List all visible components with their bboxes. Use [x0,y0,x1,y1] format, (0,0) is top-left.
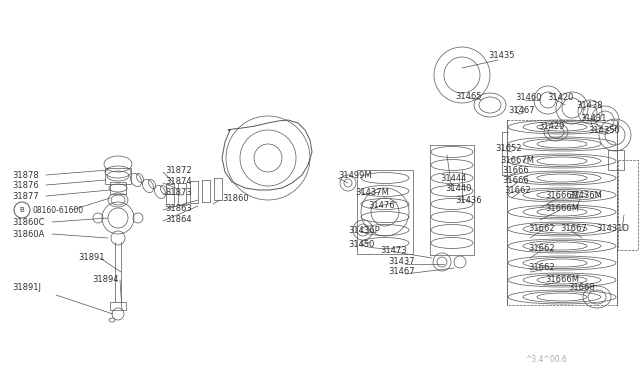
Text: 31878: 31878 [12,170,39,180]
Text: 31872: 31872 [165,166,191,174]
Text: 31467: 31467 [508,106,534,115]
Text: 31438: 31438 [576,100,603,109]
Text: 31450: 31450 [348,240,374,248]
Text: 31666: 31666 [502,176,529,185]
Text: 31662: 31662 [528,263,555,273]
Text: 31863: 31863 [165,203,192,212]
Text: 31429: 31429 [538,122,564,131]
Text: 31876: 31876 [12,180,39,189]
Text: 31420: 31420 [547,93,573,102]
Text: 31877: 31877 [12,192,39,201]
Text: 31437M: 31437M [355,187,389,196]
Text: 31667M: 31667M [500,155,534,164]
Text: 31860: 31860 [222,193,248,202]
Text: 31666: 31666 [502,166,529,174]
Text: 31662: 31662 [528,224,555,232]
Text: 31662: 31662 [504,186,531,195]
Text: 31864: 31864 [165,215,191,224]
Text: 31860A: 31860A [12,230,44,238]
Text: 31666M: 31666M [545,190,579,199]
Text: ^3.4^00.6: ^3.4^00.6 [525,356,567,365]
Text: 08160-61600: 08160-61600 [32,205,83,215]
Text: 31437: 31437 [388,257,415,266]
Text: 31431: 31431 [580,113,607,122]
Text: 31436: 31436 [455,196,482,205]
Text: 31891J: 31891J [12,283,41,292]
Text: 31666M: 31666M [545,276,579,285]
Text: 31891: 31891 [78,253,104,263]
Text: 31440: 31440 [445,183,472,192]
Text: 31667: 31667 [560,224,587,232]
Text: 31444: 31444 [440,173,467,183]
Text: 31666M: 31666M [545,203,579,212]
Text: 31431D: 31431D [596,224,629,232]
Text: 31652: 31652 [495,144,522,153]
Text: 31436P: 31436P [348,225,380,234]
Text: 31460: 31460 [515,93,541,102]
Text: 31435: 31435 [488,51,515,60]
Bar [110,182,126,194]
Text: 31874: 31874 [165,176,191,186]
Bar [357,170,413,254]
Text: B: B [20,207,24,213]
Text: 31499M: 31499M [338,170,372,180]
Bar [110,302,126,310]
Bar [507,120,617,305]
Text: 31467: 31467 [388,267,415,276]
Bar [618,160,638,250]
Text: 31436M: 31436M [568,190,602,199]
Bar [105,168,131,184]
Text: 31894: 31894 [92,276,118,285]
Text: 31662: 31662 [528,244,555,253]
Text: 31473: 31473 [380,246,406,254]
Bar [608,150,624,170]
Text: 31668: 31668 [568,283,595,292]
Text: 31465: 31465 [455,92,481,100]
Text: 31860C: 31860C [12,218,45,227]
Text: 31476: 31476 [368,201,395,209]
Text: 31873: 31873 [165,187,192,196]
Text: 314350: 314350 [588,125,620,135]
